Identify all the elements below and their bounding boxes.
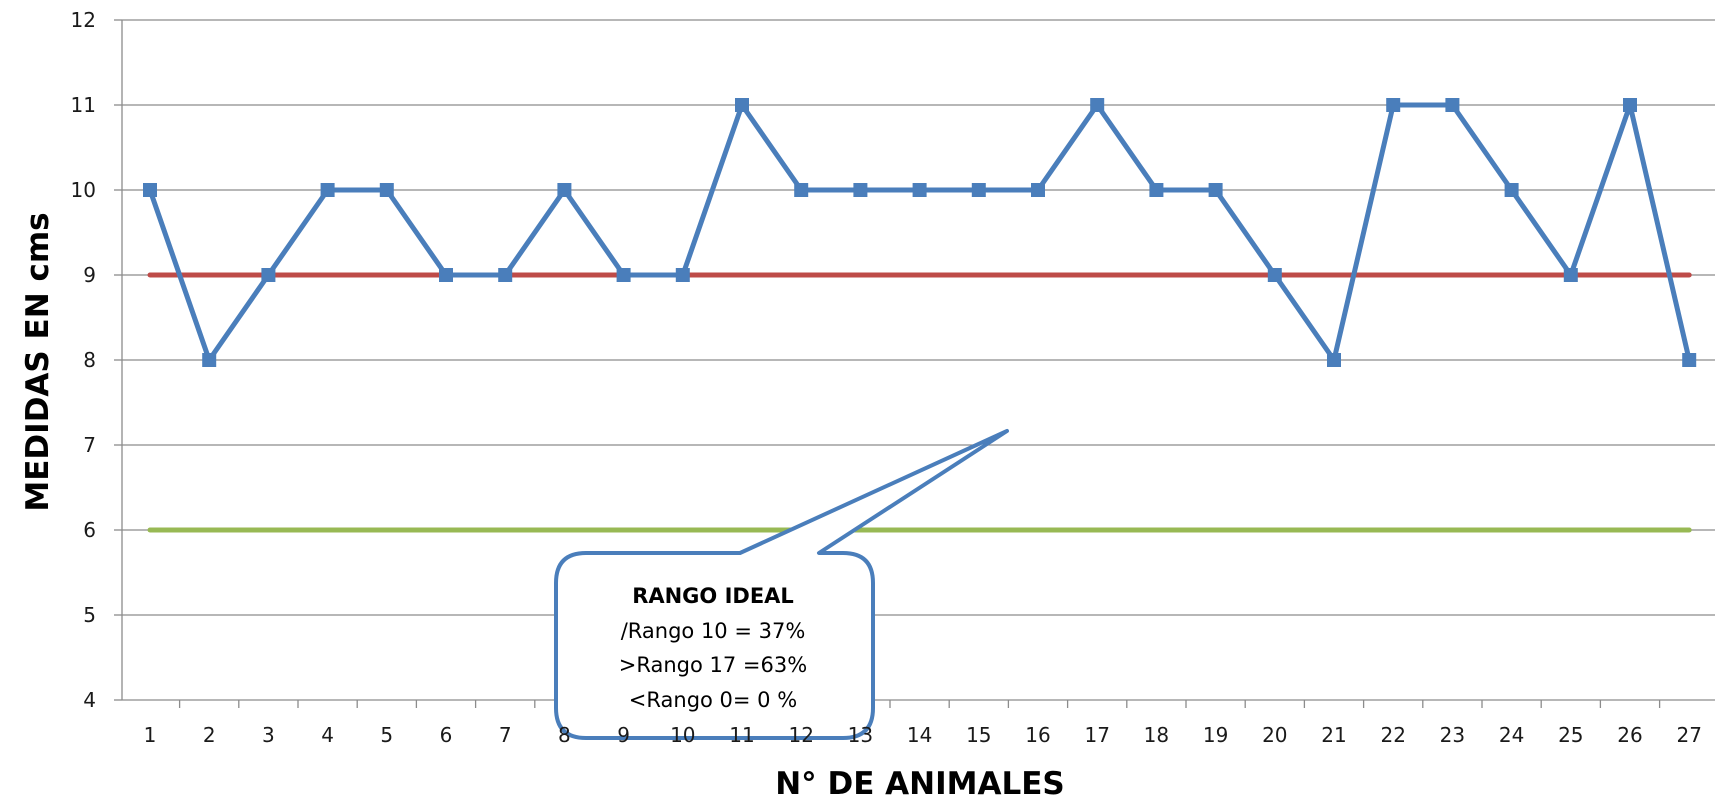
- series-lines: [143, 98, 1697, 533]
- data-point: [1149, 183, 1164, 197]
- y-tick-label: 7: [83, 433, 96, 457]
- data-point: [1682, 353, 1697, 367]
- y-tick-label: 5: [83, 603, 96, 627]
- data-point: [143, 183, 157, 197]
- callout-line-3: <Rango 0= 0 %: [629, 688, 797, 712]
- data-point: [616, 268, 631, 282]
- x-tick-label: 13: [848, 723, 873, 747]
- x-tick-label: 21: [1321, 723, 1346, 747]
- y-tick-labels: 4 5 6 7 8 9 10 11 12: [71, 8, 96, 712]
- x-tick-label: 23: [1440, 723, 1465, 747]
- x-tick-label: 2: [203, 723, 216, 747]
- x-tick-label: 14: [907, 723, 932, 747]
- y-tick-label: 12: [71, 8, 96, 32]
- x-tick-label: 22: [1380, 723, 1405, 747]
- x-tick-label: 3: [262, 723, 275, 747]
- data-point: [1267, 268, 1282, 282]
- data-point: [379, 183, 394, 197]
- data-point: [1090, 98, 1105, 112]
- data-point: [202, 353, 217, 367]
- data-point: [794, 183, 809, 197]
- data-point: [1563, 268, 1578, 282]
- callout-line-2: >Rango 17 =63%: [619, 653, 807, 677]
- callout-title: RANGO IDEAL: [632, 584, 794, 608]
- x-tick-label: 11: [729, 723, 754, 747]
- y-tick-label: 4: [83, 688, 96, 712]
- callout-bubble: [554, 429, 1009, 740]
- x-tick-label: 25: [1558, 723, 1583, 747]
- x-tick-label: 9: [617, 723, 630, 747]
- series-line-0: [147, 102, 1692, 363]
- x-axis-title: N° DE ANIMALES: [775, 766, 1065, 800]
- data-point: [439, 268, 453, 282]
- x-tick-label: 5: [380, 723, 393, 747]
- callout-line-1: /Rango 10 = 37%: [621, 619, 806, 643]
- data-point: [1504, 183, 1519, 197]
- axes: [114, 19, 1715, 708]
- x-tick-label: 17: [1084, 723, 1109, 747]
- y-axis-title: MEDIDAS EN cms: [20, 212, 56, 511]
- y-tick-label: 8: [83, 348, 96, 372]
- data-point: [498, 268, 513, 282]
- x-tick-labels: 1 2 3 4 5 6 7 8 9 10 11 12 13 14 15 16 17 18 19 20 21 22 23 24 2…: [144, 723, 1702, 747]
- data-point: [1445, 98, 1460, 112]
- data-point: [1623, 98, 1637, 112]
- x-tick-label: 20: [1262, 723, 1287, 747]
- x-tick-label: 27: [1676, 723, 1701, 747]
- x-tick-label: 6: [440, 723, 453, 747]
- x-tick-label: 24: [1499, 723, 1524, 747]
- data-point: [971, 183, 986, 197]
- x-tick-label: 4: [321, 723, 334, 747]
- data-point: [1208, 183, 1223, 197]
- x-tick-label: 1: [144, 723, 157, 747]
- x-tick-label: 15: [966, 723, 991, 747]
- y-tick-label: 9: [83, 263, 96, 287]
- gridlines: [122, 19, 1715, 616]
- data-point: [1031, 183, 1045, 197]
- x-tick-label: 10: [670, 723, 695, 747]
- x-tick-label: 26: [1617, 723, 1642, 747]
- x-tick-label: 7: [499, 723, 512, 747]
- data-point: [1386, 98, 1401, 112]
- data-point: [853, 183, 868, 197]
- x-tick-label: 19: [1203, 723, 1228, 747]
- y-tick-label: 6: [83, 518, 96, 542]
- x-tick-label: 18: [1144, 723, 1169, 747]
- range-callout: RANGO IDEAL /Rango 10 = 37% >Rango 17 =6…: [554, 429, 1009, 740]
- data-point: [1327, 353, 1341, 367]
- data-point: [912, 183, 927, 197]
- y-tick-label: 11: [71, 93, 96, 117]
- data-point: [320, 183, 335, 197]
- data-point: [675, 268, 690, 282]
- data-point: [557, 183, 572, 197]
- x-tick-label: 8: [558, 723, 571, 747]
- data-point: [261, 268, 276, 282]
- data-point: [735, 98, 749, 112]
- x-tick-label: 12: [788, 723, 813, 747]
- x-tick-label: 16: [1025, 723, 1050, 747]
- y-tick-label: 10: [71, 178, 96, 202]
